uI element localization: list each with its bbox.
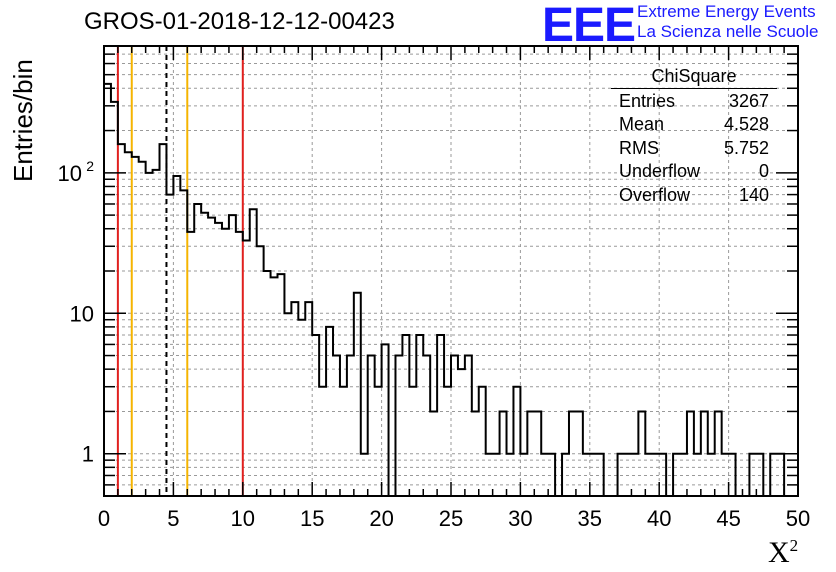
grid-lines (104, 45, 798, 497)
x-tick-label: 10 (231, 506, 255, 531)
x-tick-label: 50 (786, 506, 810, 531)
x-tick-label: 30 (508, 506, 532, 531)
reference-lines (116, 46, 244, 496)
stats-title: ChiSquare (611, 66, 777, 89)
stats-value: 0 (758, 161, 769, 182)
stats-label: Entries (619, 91, 676, 111)
x-tick-label: 0 (98, 506, 110, 531)
y-axis-label: Entries/bin (8, 59, 38, 182)
y-tick-label-sup: 2 (86, 158, 94, 174)
logo-line-1: Extreme Energy Events (637, 2, 816, 21)
x-tick-label: 5 (167, 506, 179, 531)
x-tick-label: 15 (300, 506, 324, 531)
x-tick-label: 35 (578, 506, 602, 531)
axis-ticks (103, 45, 799, 497)
stats-label: Underflow (619, 161, 701, 182)
stats-row: RMS 5.752 (611, 137, 777, 160)
x-axis-label-sup: 2 (789, 536, 799, 555)
y-tick-label: 10 (70, 301, 94, 326)
stats-box: ChiSquare Entries 3267 Mean 4.528 RMS 5.752… (611, 66, 777, 207)
stats-label: Overflow (619, 184, 691, 205)
stats-value: 5.752 (723, 137, 769, 158)
logo-line-2: La Scienza nelle Scuole (637, 22, 819, 41)
stats-label: Mean (619, 114, 665, 135)
x-axis-label: X2 (768, 536, 798, 570)
y-tick-label: 1 (82, 442, 94, 467)
x-tick-label: 40 (647, 506, 671, 531)
stats-row: Underflow 0 (611, 160, 777, 183)
plot-title: GROS-01-2018-12-12-00423 (84, 8, 395, 35)
stats-value: 3267 (728, 91, 769, 111)
eee-logo: EEE (542, 0, 636, 52)
x-tick-label: 20 (369, 506, 393, 531)
x-tick-label: 25 (439, 506, 463, 531)
stats-value: 4.528 (723, 114, 769, 135)
stats-row: Entries 3267 (611, 90, 777, 113)
y-tick-label: 10 (58, 161, 82, 186)
x-tick-label: 45 (716, 506, 740, 531)
x-axis-label-base: X (768, 536, 790, 569)
stats-value: 140 (738, 184, 769, 205)
stats-row: Overflow 140 (611, 184, 777, 207)
stats-row: Mean 4.528 (611, 113, 777, 136)
stats-label: RMS (619, 137, 659, 158)
